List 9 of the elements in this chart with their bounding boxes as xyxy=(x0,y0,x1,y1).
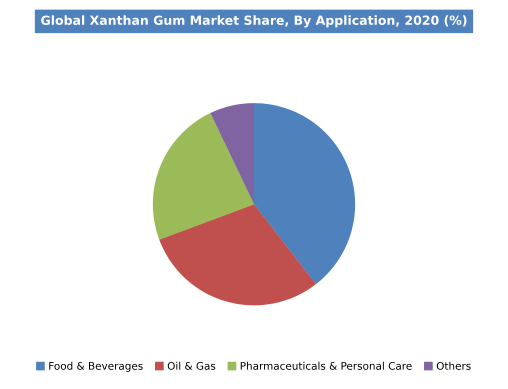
pie-slice xyxy=(254,103,356,284)
pie-slice xyxy=(159,204,316,306)
legend-label: Pharmaceuticals & Personal Care xyxy=(240,362,412,370)
chart-title: Global Xanthan Gum Market Share, By Application, 2020 (%) xyxy=(41,15,466,28)
legend-label: Food & Beverages xyxy=(49,362,143,372)
legend-label: Oil & Gas xyxy=(168,362,216,370)
pie-slice xyxy=(152,112,254,240)
legend-label: Others xyxy=(436,362,471,370)
pie-slice xyxy=(210,103,254,204)
